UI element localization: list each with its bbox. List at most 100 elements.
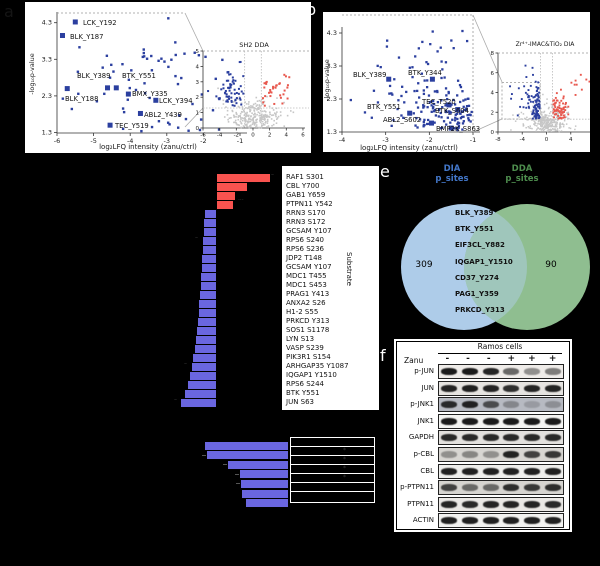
scatter-point — [539, 115, 542, 118]
scatter-point — [541, 114, 543, 116]
venn-right-title-line2: p_sites — [505, 173, 539, 184]
panel-b: -4 -3 -2 -1 1.3 2.3 3.3 4.3 log₂LFQ intensity (z… — [323, 12, 597, 152]
substrate-bar — [217, 192, 235, 200]
scatter-point — [432, 99, 435, 103]
point-label: ABL2_Y439 — [144, 111, 182, 119]
panel-d-bar — [207, 451, 288, 460]
inset-title: SH2 DDA — [239, 41, 269, 49]
blot-band — [544, 467, 561, 475]
point-label: BMP2K_S863 — [436, 125, 480, 133]
blot-row-label: p-JUN — [414, 367, 434, 375]
blot-band — [544, 384, 561, 392]
scatter-point — [454, 113, 457, 116]
blot-band — [523, 368, 540, 375]
blot-band — [523, 401, 540, 409]
scatter-point — [241, 108, 244, 110]
condition-sign: - — [486, 354, 491, 364]
scatter-point — [233, 92, 236, 95]
scatter-point — [272, 123, 275, 126]
substrate-label: RPS6 S240 — [286, 236, 325, 244]
scatter-point — [533, 123, 535, 125]
scatter-point — [227, 79, 230, 82]
scatter-point — [251, 119, 253, 121]
scatter-point — [276, 118, 278, 120]
scatter-point — [565, 116, 568, 118]
scatter-point — [222, 99, 225, 102]
scatter-point — [286, 97, 289, 100]
substrate-label: GCSAM Y107 — [286, 227, 332, 235]
scatter-point — [245, 103, 248, 105]
blot-band — [482, 401, 499, 409]
scatter-point — [252, 106, 255, 109]
scatter-point — [229, 73, 232, 76]
scatter-point — [453, 127, 456, 130]
scatter-point — [417, 47, 420, 50]
scatter-point — [524, 117, 526, 120]
scatter-point — [556, 121, 558, 124]
scatter-point — [532, 102, 535, 104]
scatter-point — [422, 120, 425, 124]
scatter-point — [266, 126, 268, 128]
blot-row-label: ACTIN — [412, 516, 434, 525]
scatter-point — [530, 110, 533, 113]
point-label: BTK_Y344 — [408, 69, 442, 77]
scatter-point — [273, 119, 275, 122]
scatter-point — [174, 53, 177, 57]
scatter-point — [447, 91, 450, 95]
scatter-point — [142, 48, 145, 51]
venn-overlap-item: EIF3CL_Y882 — [455, 241, 505, 250]
scatter-point — [237, 87, 240, 90]
scatter-point — [264, 115, 267, 118]
scatter-point — [262, 110, 264, 113]
scatter-point — [234, 98, 237, 101]
scatter-point — [536, 125, 538, 127]
scatter-point — [122, 110, 126, 114]
scatter-point — [415, 116, 418, 120]
highlighted-point — [72, 19, 78, 25]
scatter-point — [533, 106, 536, 109]
scatter-point — [259, 120, 261, 122]
scatter-point — [237, 118, 240, 121]
scatter-point — [411, 66, 414, 69]
significance-asterisk: * — [343, 456, 346, 463]
scatter-point — [430, 110, 433, 113]
substrate-bar — [187, 381, 216, 389]
scatter-point — [416, 89, 419, 93]
scatter-point — [245, 107, 247, 109]
scatter-point — [235, 116, 237, 118]
scatter-point — [260, 117, 263, 119]
scatter-point — [105, 54, 109, 57]
scatter-point — [519, 105, 522, 108]
scatter-point — [228, 86, 231, 89]
scatter-point — [536, 89, 538, 92]
blot-band — [523, 467, 540, 475]
condition-sign: - — [445, 354, 450, 364]
scatter-point — [510, 97, 513, 100]
scatter-point — [554, 128, 557, 130]
scatter-point — [275, 107, 278, 110]
scatter-point — [292, 111, 295, 114]
blot-band — [503, 517, 520, 525]
point-label: BTK_Y551 — [367, 103, 401, 111]
scatter-point — [467, 117, 470, 120]
scatter-point — [252, 113, 255, 116]
scatter-point — [527, 94, 530, 97]
scatter-point — [241, 117, 244, 119]
scatter-point — [249, 110, 251, 113]
scatter-point — [546, 127, 549, 130]
scatter-point — [551, 118, 553, 121]
y-tick-label: 4.3 — [42, 19, 52, 27]
scatter-point — [258, 99, 261, 102]
significance-asterisk: * — [343, 465, 346, 472]
scatter-point — [248, 101, 250, 103]
scatter-point — [372, 89, 376, 92]
point-label: BLK_Y187 — [70, 33, 103, 41]
scatter-point — [400, 114, 403, 117]
y-tick-label: 1.3 — [327, 128, 337, 136]
scatter-point — [530, 119, 533, 121]
scatter-point — [534, 113, 537, 116]
scatter-point — [534, 108, 537, 111]
scatter-point — [180, 76, 183, 80]
scatter-point — [442, 120, 446, 123]
scatter-point — [546, 130, 549, 132]
